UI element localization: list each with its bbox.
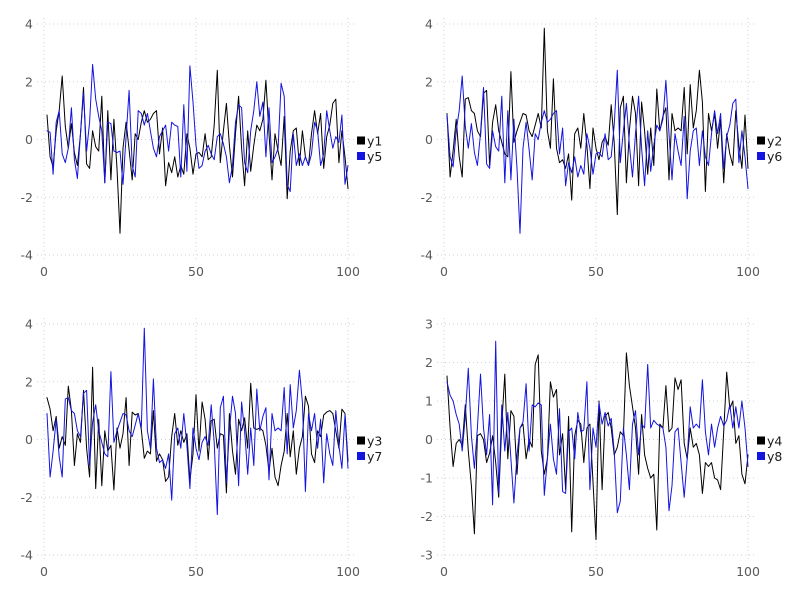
legend-swatch-y4 [757, 436, 765, 445]
x-tick-label: 0 [40, 264, 48, 279]
series-line-y6 [446, 69, 749, 234]
y-tick-label: 1 [425, 394, 433, 409]
y-tick-label: 4 [425, 17, 433, 32]
legend-label-y7: y7 [367, 449, 382, 464]
legend-swatch-y3 [357, 436, 365, 445]
y-tick-label: -4 [21, 548, 34, 563]
legend-label-y6: y6 [767, 149, 782, 164]
y-tick-label: -2 [421, 190, 433, 205]
series-line-y7 [46, 327, 349, 516]
y-tick-label: 2 [425, 74, 433, 89]
legend-label-y3: y3 [367, 434, 382, 449]
legend-swatch-y6 [757, 152, 765, 160]
x-tick-label: 50 [588, 264, 604, 279]
series-line-y3 [46, 366, 349, 494]
y-tick-label: -4 [21, 248, 34, 263]
series-line-y5 [46, 63, 349, 192]
y-tick-label: 0 [425, 132, 433, 147]
series-line-y1 [46, 69, 349, 234]
y-tick-label: 2 [25, 374, 33, 389]
y-tick-label: -2 [21, 190, 33, 205]
y-tick-label: -2 [21, 490, 33, 505]
x-tick-label: 100 [336, 264, 360, 279]
y-tick-label: -3 [421, 548, 433, 563]
y-tick-label: -4 [421, 248, 434, 263]
y-tick-label: 0 [25, 432, 33, 447]
x-tick-label: 100 [736, 264, 760, 279]
legend-swatch-y1 [357, 136, 365, 145]
subplot-y2-y6: -4 -2 0 2 4 0 50 100 y2 y6 [400, 0, 800, 300]
legend-label-y5: y5 [367, 149, 382, 164]
y-tick-label: 4 [25, 317, 33, 332]
y-tick-label: 0 [425, 432, 433, 447]
x-tick-label: 50 [588, 564, 604, 579]
legend-label-y2: y2 [767, 134, 782, 149]
y-tick-label: 2 [25, 74, 33, 89]
subplot-y1-y5: -4 -2 0 2 4 0 50 100 y1 y5 [0, 0, 400, 300]
legend-label-y4: y4 [767, 434, 782, 449]
series-line-y4 [446, 352, 749, 541]
x-tick-label: 0 [440, 264, 448, 279]
legend-swatch-y5 [357, 152, 365, 160]
legend-swatch-y8 [757, 452, 765, 460]
legend-label-y1: y1 [367, 134, 382, 149]
legend-label-y8: y8 [767, 449, 782, 464]
legend-swatch-y7 [357, 452, 365, 460]
subplot-y4-y8: -3 -2 -1 0 1 2 3 0 50 100 y4 y8 [400, 300, 800, 600]
series-line-y2 [446, 27, 749, 216]
y-tick-label: -2 [421, 509, 433, 524]
y-tick-label: -1 [421, 471, 433, 486]
x-tick-label: 100 [336, 564, 360, 579]
subplot-y3-y7: -4 -2 0 2 4 0 50 100 y3 y7 [0, 300, 400, 600]
x-tick-label: 50 [188, 264, 204, 279]
series-line-y8 [446, 340, 749, 514]
y-tick-label: 0 [25, 132, 33, 147]
x-tick-label: 100 [736, 564, 760, 579]
y-tick-label: 2 [425, 355, 433, 370]
x-tick-label: 0 [440, 564, 448, 579]
y-tick-label: 3 [425, 317, 433, 332]
x-tick-label: 50 [188, 564, 204, 579]
legend-swatch-y2 [757, 136, 765, 145]
y-tick-label: 4 [25, 17, 33, 32]
x-tick-label: 0 [40, 564, 48, 579]
